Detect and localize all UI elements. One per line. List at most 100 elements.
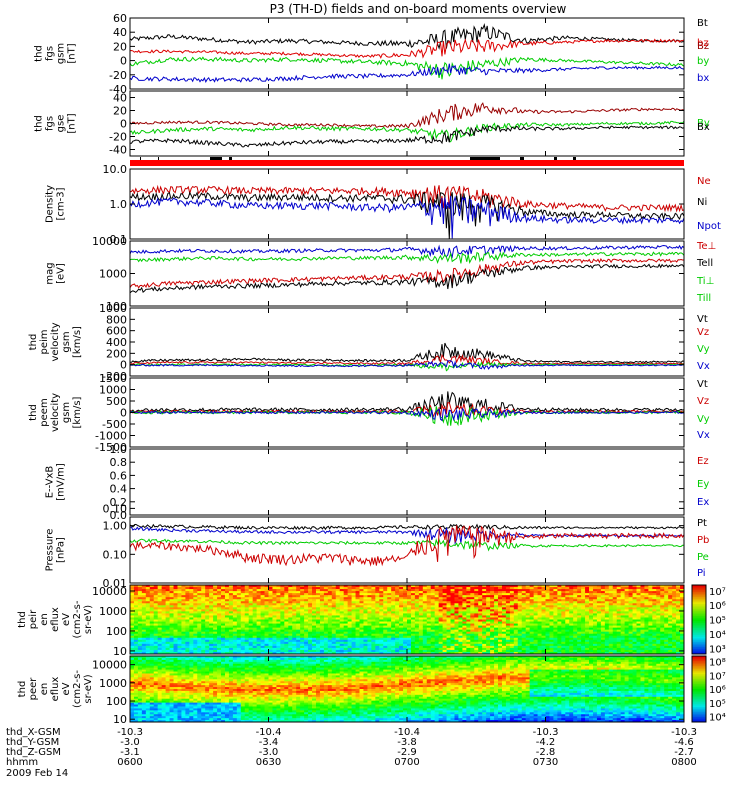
legend-entry: Pe	[697, 552, 709, 563]
legend-entry: Vz	[697, 327, 709, 338]
y-axis-label: thd	[34, 115, 45, 132]
legend-entry: Pi	[697, 568, 706, 579]
y-tick-label: 800	[106, 313, 127, 326]
x-tick-label: -3.0	[259, 747, 279, 758]
y-tick-label: 1000	[99, 268, 127, 281]
x-tick-label: -3.0	[120, 737, 140, 748]
y-axis-label: Pressure	[45, 529, 56, 572]
y-tick-label: 0.2	[110, 496, 128, 509]
colorbar-tick-label: 10⁸	[709, 658, 726, 669]
y-tick-label: 40	[113, 26, 127, 39]
y-tick-label: -200	[102, 370, 127, 383]
legend-entry: by	[697, 56, 709, 67]
y-tick-label: 40	[113, 92, 127, 105]
series-line-8-1	[129, 523, 685, 531]
series-line-5-4	[129, 360, 685, 370]
y-axis-label: [nPa]	[56, 537, 67, 563]
y-tick-label: 10	[113, 645, 127, 658]
series-line-3-2	[129, 191, 685, 240]
x-tick-label: 0700	[394, 757, 419, 768]
y-tick-label: 500	[106, 395, 127, 408]
series-line-3-1	[129, 184, 685, 213]
y-tick-label: 10000	[92, 585, 127, 598]
series-line-2-1	[129, 102, 685, 129]
colorbar-tick-label: 10³	[709, 644, 726, 655]
x-tick-label: -2.7	[674, 747, 694, 758]
y-tick-label: 10000	[92, 235, 127, 248]
x-tick-label: -10.4	[394, 727, 420, 738]
legend-entry: Npot	[697, 221, 721, 232]
y-axis-label: Density	[45, 185, 56, 223]
legend-entry: Ne	[697, 176, 711, 187]
y-axis-label: thd	[28, 334, 39, 351]
y-tick-label: 10.0	[103, 163, 128, 176]
y-tick-label: 0.0	[110, 509, 128, 522]
y-axis-label: velocity	[50, 322, 61, 361]
y-axis-label: eflux	[50, 607, 61, 632]
series-line-4-1	[129, 244, 685, 259]
y-tick-label: 20	[113, 105, 127, 118]
x-tick-label: -10.3	[533, 727, 559, 738]
legend-entry: Ez	[697, 456, 709, 467]
y-tick-label: 600	[106, 325, 127, 338]
y-axis-label: eflux	[50, 677, 61, 702]
y-tick-label: -40	[109, 144, 127, 157]
y-tick-label: 0.01	[103, 577, 128, 590]
y-axis-label: eV	[61, 613, 72, 626]
y-tick-label: 1500	[99, 372, 127, 385]
colorbar-tick-label: 10⁵	[709, 616, 726, 627]
y-axis-label: fgs	[45, 116, 56, 131]
x-tick-label: 0800	[671, 757, 696, 768]
series-line-4-2	[129, 251, 685, 265]
series-line-1-3	[129, 56, 685, 80]
x-axis-row-label: thd_Y-GSM	[6, 737, 59, 748]
series-line-8-3	[129, 538, 685, 552]
legend-entry: Pb	[697, 535, 709, 546]
y-tick-label: -40	[109, 83, 127, 96]
y-tick-label: 0.10	[103, 548, 128, 561]
y-axis-label: thd	[17, 611, 28, 628]
panel-8: 1.00 0.10 0.01 Pressure [nPa] Pt Pb Pe Pi	[45, 516, 709, 590]
series-line-4-4	[129, 263, 685, 294]
legend-entry: Till	[696, 293, 711, 304]
legend-entry: Vx	[697, 430, 710, 441]
y-tick-label: -20	[109, 131, 127, 144]
x-tick-label: 0730	[533, 757, 558, 768]
y-axis-label: velocity	[50, 393, 61, 432]
y-tick-label: 400	[106, 336, 127, 349]
legend-entry: bx	[697, 73, 709, 84]
x-axis-row-label: 2009 Feb 14	[6, 768, 68, 779]
series-line-5-1	[130, 342, 685, 364]
y-tick-label: 1000	[99, 302, 127, 315]
colorbar-tick-label: 10⁴	[709, 630, 726, 641]
y-tick-label: 0.4	[110, 483, 128, 496]
x-axis-row-label: hhmm	[6, 757, 38, 768]
y-tick-label: 1000	[99, 677, 127, 690]
y-axis-label: peim	[39, 329, 50, 354]
y-axis-label: [mV/m]	[56, 463, 67, 501]
series-line-2-3	[130, 125, 685, 148]
y-axis-label: en	[39, 613, 50, 626]
y-axis-label: gsm	[56, 43, 67, 64]
y-tick-label: 200	[106, 347, 127, 360]
y-axis-label: gsm	[61, 402, 72, 423]
colorbar-9: 10⁷ 10⁶ 10⁵ 10⁴ 10³	[691, 584, 726, 655]
colorbar-tick-label: 10⁶	[709, 601, 726, 612]
y-axis-label: E--VxB	[45, 466, 56, 499]
y-axis-label: gse	[56, 115, 67, 133]
y-axis-label: fgs	[45, 46, 56, 61]
legend-entry: bz	[697, 38, 709, 49]
legend-entry: Vt	[697, 379, 708, 390]
colorbar-tick-label: 10⁴	[709, 713, 726, 724]
y-axis-label: peir	[28, 609, 39, 629]
x-tick-label: -3.4	[259, 737, 279, 748]
legend-entry: Ni	[697, 197, 707, 208]
x-tick-label: -10.3	[117, 727, 143, 738]
y-tick-label: 10	[113, 713, 127, 726]
